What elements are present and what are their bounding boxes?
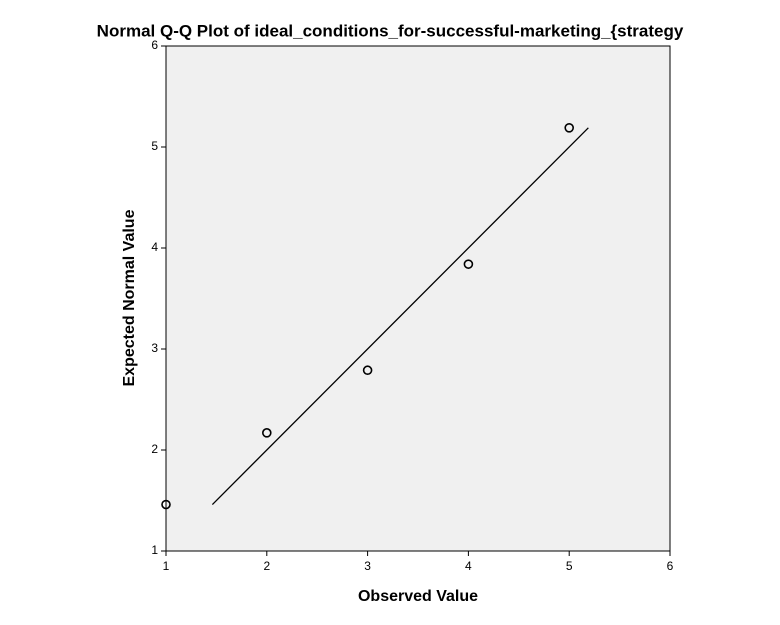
x-tick-label: 4	[465, 559, 472, 573]
x-axis-label: Observed Value	[358, 588, 478, 605]
data-point	[362, 365, 373, 376]
y-tick-label: 1	[151, 543, 158, 557]
data-point	[564, 123, 575, 133]
data-point	[463, 259, 474, 269]
y-tick-label: 6	[151, 38, 158, 52]
data-point	[261, 428, 272, 438]
y-tick-label: 3	[151, 341, 158, 355]
y-tick-label: 5	[151, 139, 158, 153]
x-tick-label: 3	[364, 559, 371, 573]
x-tick-label: 6	[667, 559, 674, 573]
x-tick-label: 5	[566, 559, 573, 573]
y-tick-label: 2	[151, 442, 158, 456]
x-tick-label: 1	[163, 559, 170, 573]
y-axis-label: Expected Normal Value	[121, 209, 138, 386]
data-point	[161, 499, 171, 510]
reference-line	[211, 127, 589, 505]
x-tick-label: 2	[263, 559, 270, 573]
chart-title: Normal Q-Q Plot of ideal_conditions_for-…	[97, 21, 684, 40]
y-tick-label: 4	[151, 240, 158, 254]
